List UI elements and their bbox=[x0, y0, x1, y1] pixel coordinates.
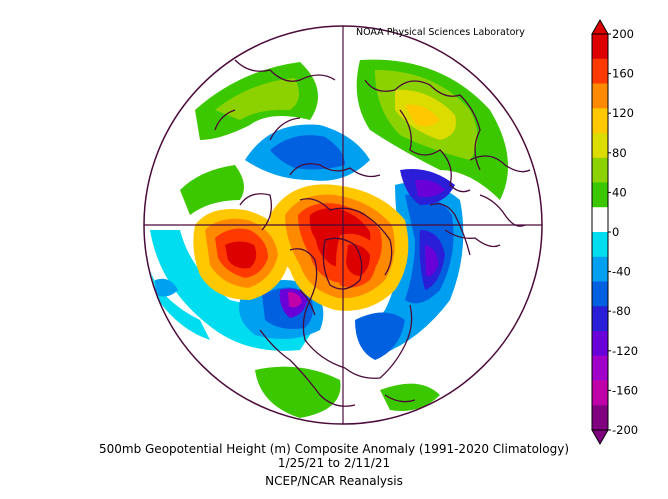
neg-anomaly-west bbox=[150, 270, 210, 340]
colorbar-segment bbox=[592, 380, 608, 406]
pos-anomaly-west-band bbox=[180, 165, 244, 215]
colorbar-segment bbox=[592, 157, 608, 183]
date-range: 1/25/21 to 2/11/21 bbox=[277, 456, 391, 470]
colorbar-segment bbox=[592, 331, 608, 357]
colorbar-segment bbox=[592, 182, 608, 208]
neg-anomaly-europe-peak bbox=[425, 245, 438, 277]
colorbar-max-arrow bbox=[591, 18, 609, 35]
colorbar-tick-label: 120 bbox=[612, 106, 634, 120]
pos-anomaly-se bbox=[380, 383, 440, 411]
anomaly-contours bbox=[150, 59, 508, 418]
colorbar-tick-label: 0 bbox=[612, 225, 619, 239]
colorbar-tick-label: -160 bbox=[612, 383, 638, 397]
neg-anomaly-ring-north-inner bbox=[270, 135, 345, 170]
neg-anomaly-scandinavia-core bbox=[415, 179, 445, 198]
colorbar-tick-label: 160 bbox=[612, 67, 634, 81]
colorbar-segment bbox=[592, 306, 608, 332]
colorbar-tick-label: -200 bbox=[612, 423, 638, 437]
colorbar-segment bbox=[592, 34, 608, 60]
credit-label: NOAA Physical Sciences Laboratory bbox=[356, 27, 525, 38]
colorbar-segment bbox=[592, 281, 608, 307]
data-source: NCEP/NCAR Reanalysis bbox=[265, 474, 403, 488]
pos-anomaly-pacific-core bbox=[225, 241, 257, 269]
colorbar-segment bbox=[592, 108, 608, 134]
map-title: 500mb Geopotential Height (m) Composite … bbox=[98, 442, 569, 456]
colorbar-segment bbox=[592, 133, 608, 159]
colorbar-tick-label: 40 bbox=[612, 185, 627, 199]
colorbar-segment bbox=[592, 207, 608, 233]
neg-anomaly-alaska-peak bbox=[288, 292, 302, 308]
neg-anomaly-na-east bbox=[355, 312, 405, 360]
colorbar-segment bbox=[592, 355, 608, 381]
colorbar-segment bbox=[592, 58, 608, 84]
pos-anomaly-greenland-core bbox=[346, 244, 370, 276]
colorbar-tick-label: -80 bbox=[612, 304, 631, 318]
colorbar-segment bbox=[592, 256, 608, 282]
pos-anomaly-east-peak bbox=[405, 104, 440, 127]
neg-anomaly-pacific-small bbox=[155, 278, 178, 297]
colorbar-tick-label: -120 bbox=[612, 344, 638, 358]
coastlines bbox=[214, 59, 531, 407]
map-border bbox=[143, 25, 543, 425]
colorbar-segment bbox=[592, 83, 608, 109]
colorbar-segment bbox=[592, 405, 608, 431]
colorbar-tick-label: 200 bbox=[612, 27, 634, 41]
colorbar-tick-label: 80 bbox=[612, 146, 627, 160]
pos-anomaly-sw bbox=[255, 366, 341, 418]
colorbar-tick-label: -40 bbox=[612, 265, 631, 279]
colorbar-segment bbox=[592, 232, 608, 258]
colorbar: 200 160 120 80 40 0 -40 -80 -120 -160 -200 bbox=[591, 18, 638, 446]
pos-anomaly-north-inner bbox=[215, 78, 299, 120]
